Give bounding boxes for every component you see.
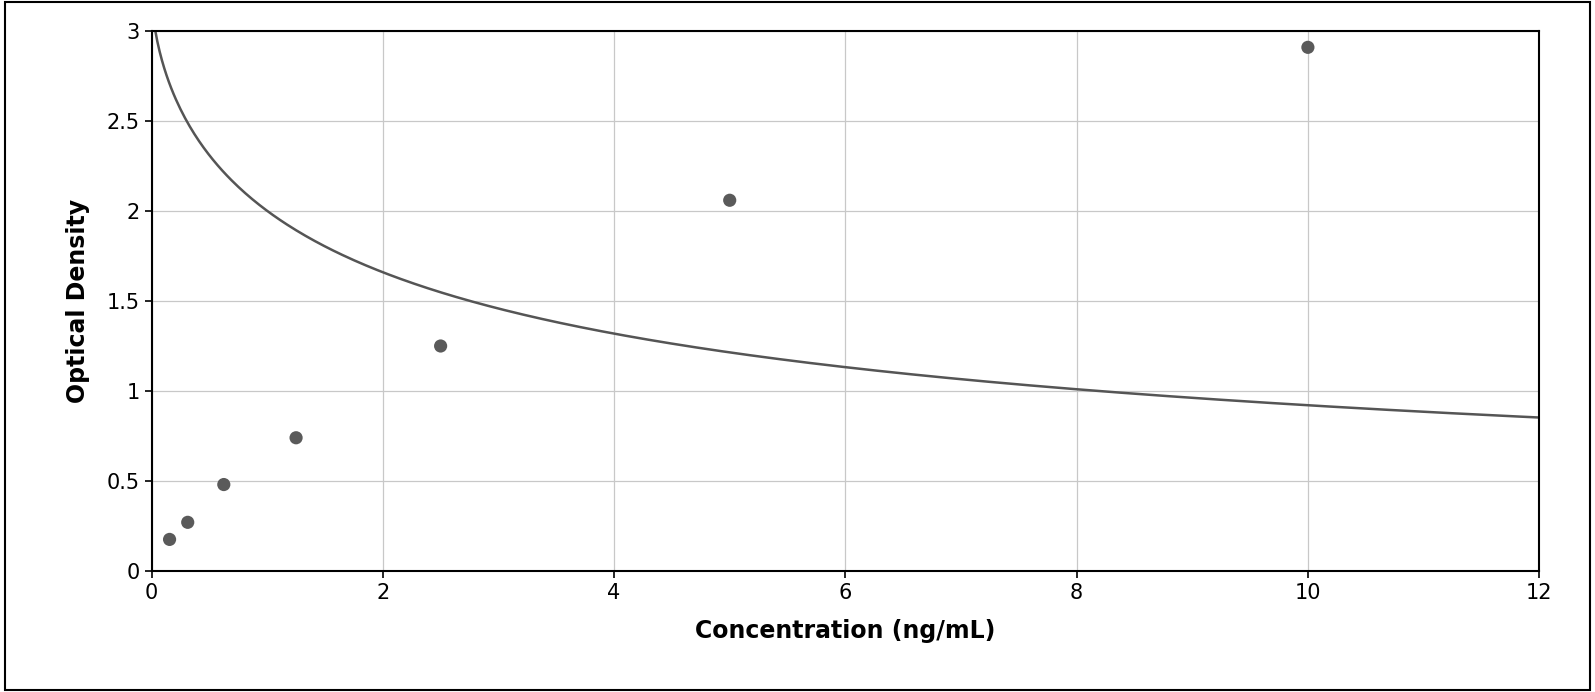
Point	[427, 340, 453, 352]
Point	[1295, 42, 1321, 53]
Point	[175, 517, 201, 528]
Point	[718, 194, 743, 206]
Point	[284, 432, 309, 444]
Point	[156, 534, 182, 545]
X-axis label: Concentration (ng/mL): Concentration (ng/mL)	[695, 619, 995, 644]
Y-axis label: Optical Density: Optical Density	[65, 199, 89, 403]
Point	[211, 479, 236, 490]
